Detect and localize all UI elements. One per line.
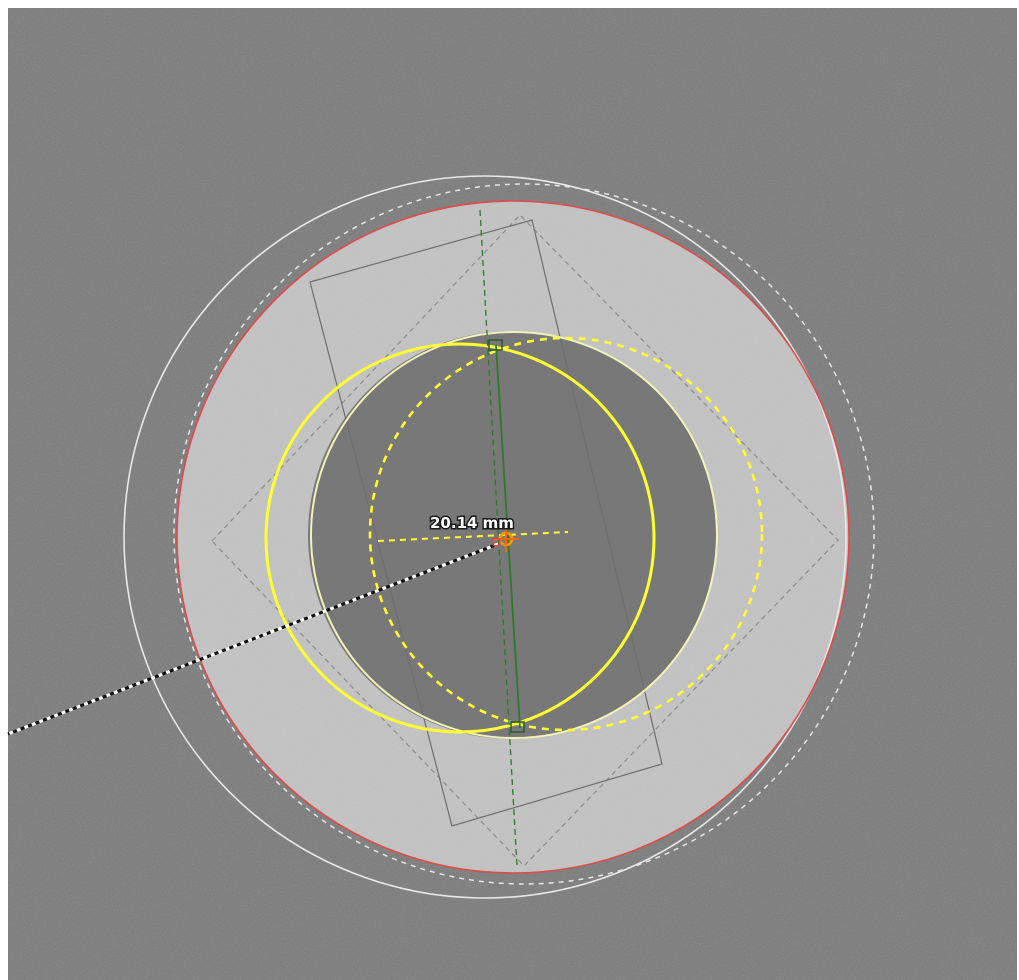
yellow-circle[interactable] [264,342,656,734]
yellow-circle-dashed[interactable] [368,336,764,732]
red-outer-circle[interactable] [176,200,850,874]
axis-marker-bottom[interactable] [510,721,525,733]
measurement-label: 20.14 mm [430,514,514,532]
white-reference-circle[interactable] [123,175,847,899]
dashed-square-outline [211,214,839,867]
axis-marker-top[interactable] [488,339,503,351]
crosshair-icon[interactable] [491,526,519,552]
green-chord-line[interactable] [495,344,521,729]
white-reference-circle-dashed[interactable] [173,183,875,885]
center-horizontal-line[interactable] [377,531,569,542]
measurement-line-dark [7,542,499,736]
pale-cup-circle[interactable] [310,331,718,739]
